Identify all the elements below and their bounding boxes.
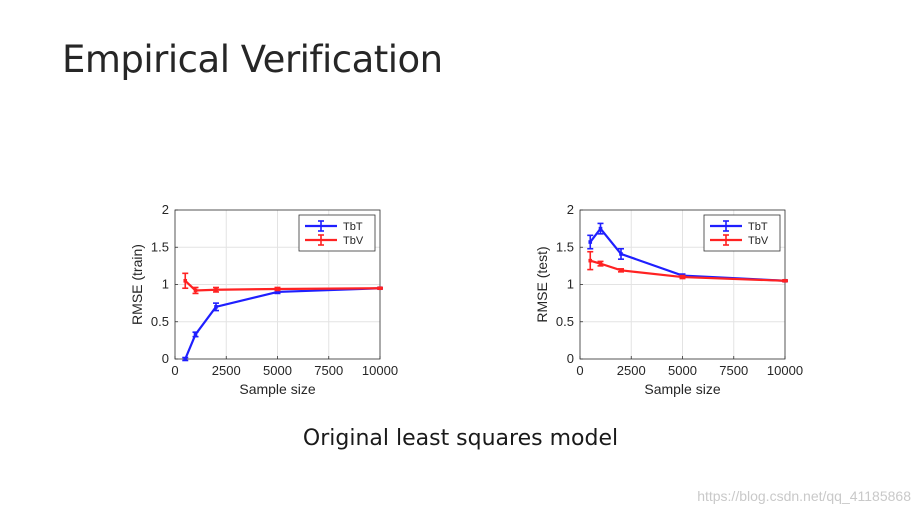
slide-caption: Original least squares model bbox=[302, 426, 619, 451]
y-tick-label: 1.5 bbox=[556, 239, 574, 254]
rmse-test-chart: 0 2500 5000 7500 10000 0 0.5 1 1.5 2 Sample size RM… bbox=[534, 202, 803, 397]
y-tick-label: 0 bbox=[162, 351, 169, 366]
legend-box bbox=[298, 214, 376, 252]
x-tick-label: 10000 bbox=[767, 363, 803, 378]
data-point-tbv bbox=[598, 261, 603, 266]
x-tick-label: 5000 bbox=[668, 363, 697, 378]
data-point-tbv bbox=[275, 287, 280, 291]
data-point-tbv bbox=[783, 278, 787, 283]
data-point-tbt bbox=[275, 290, 280, 294]
legend-label-tbt: TbT bbox=[343, 221, 363, 233]
data-point-tbt bbox=[214, 305, 218, 309]
data-point-tbv bbox=[214, 287, 218, 292]
legend-label-tbv: TbV bbox=[748, 235, 769, 247]
x-tick-label: 5000 bbox=[263, 363, 292, 378]
data-point-tbv bbox=[588, 258, 593, 263]
y-tick-label: 0.5 bbox=[151, 314, 169, 329]
data-point-tbv bbox=[378, 286, 382, 291]
x-tick-label: 0 bbox=[171, 363, 178, 378]
x-tick-label: 7500 bbox=[719, 363, 748, 378]
legend-label-tbv: TbV bbox=[343, 235, 364, 247]
data-point-tbt bbox=[183, 357, 188, 361]
data-point-tbv bbox=[183, 278, 188, 283]
data-point-tbt bbox=[588, 240, 593, 244]
x-axis-label: Sample size bbox=[644, 381, 720, 397]
x-tick-label: 2500 bbox=[212, 363, 241, 378]
x-tick-label: 7500 bbox=[314, 363, 343, 378]
data-point-tbt bbox=[193, 332, 198, 337]
slide-title: Empirical Verification bbox=[62, 38, 443, 81]
y-tick-label: 2 bbox=[162, 202, 169, 217]
y-axis-label: RMSE (test) bbox=[534, 246, 550, 322]
legend-box bbox=[703, 214, 781, 252]
data-point-tbv bbox=[193, 288, 198, 293]
x-tick-label: 10000 bbox=[362, 363, 398, 378]
data-point-tbt bbox=[619, 252, 623, 256]
data-point-tbt bbox=[598, 226, 603, 231]
x-tick-label: 0 bbox=[576, 363, 583, 378]
data-point-tbv bbox=[680, 275, 685, 279]
x-axis-label: Sample size bbox=[239, 381, 315, 397]
watermark-url: https://blog.csdn.net/qq_41185868 bbox=[697, 488, 911, 504]
y-axis-label: RMSE (train) bbox=[129, 244, 145, 325]
y-tick-label: 0.5 bbox=[556, 314, 574, 329]
y-tick-label: 1.5 bbox=[151, 239, 169, 254]
data-point-tbv bbox=[619, 268, 623, 273]
rmse-train-chart: 0 2500 5000 7500 10000 0 0.5 1 1.5 2 Sample size RM… bbox=[129, 202, 398, 397]
y-tick-label: 0 bbox=[567, 351, 574, 366]
y-tick-label: 1 bbox=[567, 277, 574, 292]
x-tick-label: 2500 bbox=[617, 363, 646, 378]
y-tick-label: 1 bbox=[162, 277, 169, 292]
y-tick-label: 2 bbox=[567, 202, 574, 217]
legend-label-tbt: TbT bbox=[748, 221, 768, 233]
